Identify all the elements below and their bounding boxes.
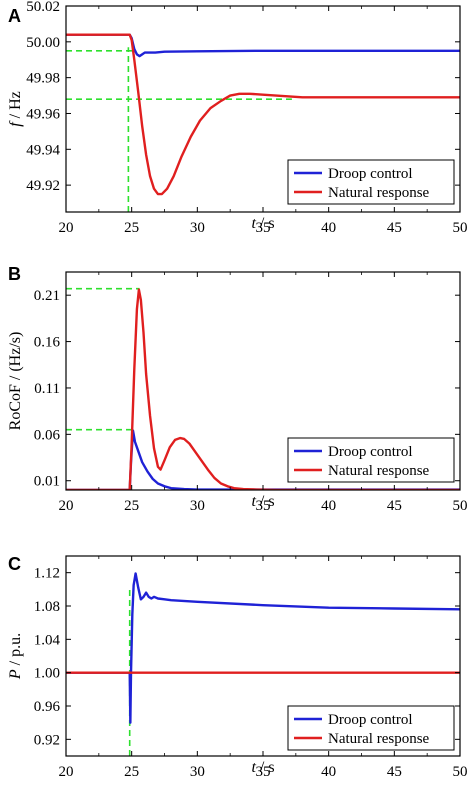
y-tick-label: 50.00 (26, 35, 60, 51)
series-line-droop-control (66, 33, 460, 58)
x-tick-label: 25 (124, 498, 139, 514)
panel-letter: A (8, 6, 21, 26)
y-axis-label: RoCoF / (Hz/s) (7, 332, 24, 431)
x-tick-label: 45 (387, 498, 402, 514)
x-tick-label: 45 (387, 220, 402, 236)
x-tick-label: 35 (256, 764, 271, 780)
series-line-natural-response (66, 288, 460, 490)
x-tick-label: 20 (59, 764, 74, 780)
legend-label: Natural response (328, 731, 430, 747)
y-tick-label: 1.04 (34, 632, 61, 648)
y-tick-label: 0.01 (34, 474, 60, 490)
panel-a: A 20 25 30 35 40 45 50 49.92 49.94 49.96 49.98 50.00… (7, 0, 468, 236)
y-tick-label: 0.06 (34, 427, 61, 443)
x-tick-label: 35 (256, 220, 271, 236)
y-axis-label: f / Hz (7, 91, 24, 127)
legend: Droop control Natural response (287, 437, 455, 483)
x-tick-label: 25 (124, 764, 139, 780)
x-tick-label: 50 (453, 764, 468, 780)
x-tick-label: 50 (453, 220, 468, 236)
panel-letter: B (8, 264, 21, 284)
y-tick-label: 50.02 (26, 0, 60, 15)
series-line-droop-control (66, 572, 460, 724)
legend-label: Droop control (328, 712, 413, 728)
x-tick-label: 40 (321, 764, 336, 780)
y-tick-label: 49.92 (26, 178, 60, 194)
legend: Droop control Natural response (287, 159, 455, 205)
y-tick-label: 0.16 (34, 335, 61, 351)
legend-box (287, 437, 455, 483)
y-tick-label: 0.96 (34, 699, 61, 715)
x-tick-label: 25 (124, 220, 139, 236)
x-tick-label: 30 (190, 498, 205, 514)
x-tick-label: 35 (256, 498, 271, 514)
series-line-natural-response (66, 33, 460, 196)
legend-label: Droop control (328, 444, 413, 460)
legend-label: Natural response (328, 463, 430, 479)
y-tick-label: 1.12 (34, 566, 60, 582)
x-tick-label: 40 (321, 498, 336, 514)
x-tick-label: 20 (59, 220, 74, 236)
y-tick-label: 0.21 (34, 288, 60, 304)
legend-box (287, 705, 455, 751)
y-tick-label: 49.94 (26, 142, 60, 158)
x-axis-label: t / s (251, 759, 274, 776)
y-tick-label: 49.98 (26, 71, 60, 87)
panel-b: B 20 25 30 35 40 45 50 0.01 0.06 0.11 0.16 0.21 t / s… (7, 264, 468, 514)
y-tick-label: 1.08 (34, 599, 60, 615)
x-tick-label: 20 (59, 498, 74, 514)
legend-box (287, 159, 455, 205)
panel-letter: C (8, 554, 21, 574)
legend-label: Natural response (328, 185, 430, 201)
y-tick-label: 49.96 (26, 106, 60, 122)
x-tick-label: 30 (190, 220, 205, 236)
x-axis-label: t / s (251, 493, 274, 510)
y-tick-label: 1.00 (34, 666, 60, 682)
legend: Droop control Natural response (287, 705, 455, 751)
y-tick-label: 0.11 (34, 381, 60, 397)
x-tick-label: 40 (321, 220, 336, 236)
x-axis-label: t / s (251, 215, 274, 232)
panel-c: C 20 25 30 35 40 45 50 0.92 0.96 1.00 1.04 1.08 1.12 t… (7, 554, 468, 780)
x-tick-label: 30 (190, 764, 205, 780)
y-tick-label: 0.92 (34, 732, 60, 748)
x-tick-label: 45 (387, 764, 402, 780)
x-tick-label: 50 (453, 498, 468, 514)
legend-label: Droop control (328, 166, 413, 182)
y-axis-label: P / p.u. (7, 633, 24, 680)
